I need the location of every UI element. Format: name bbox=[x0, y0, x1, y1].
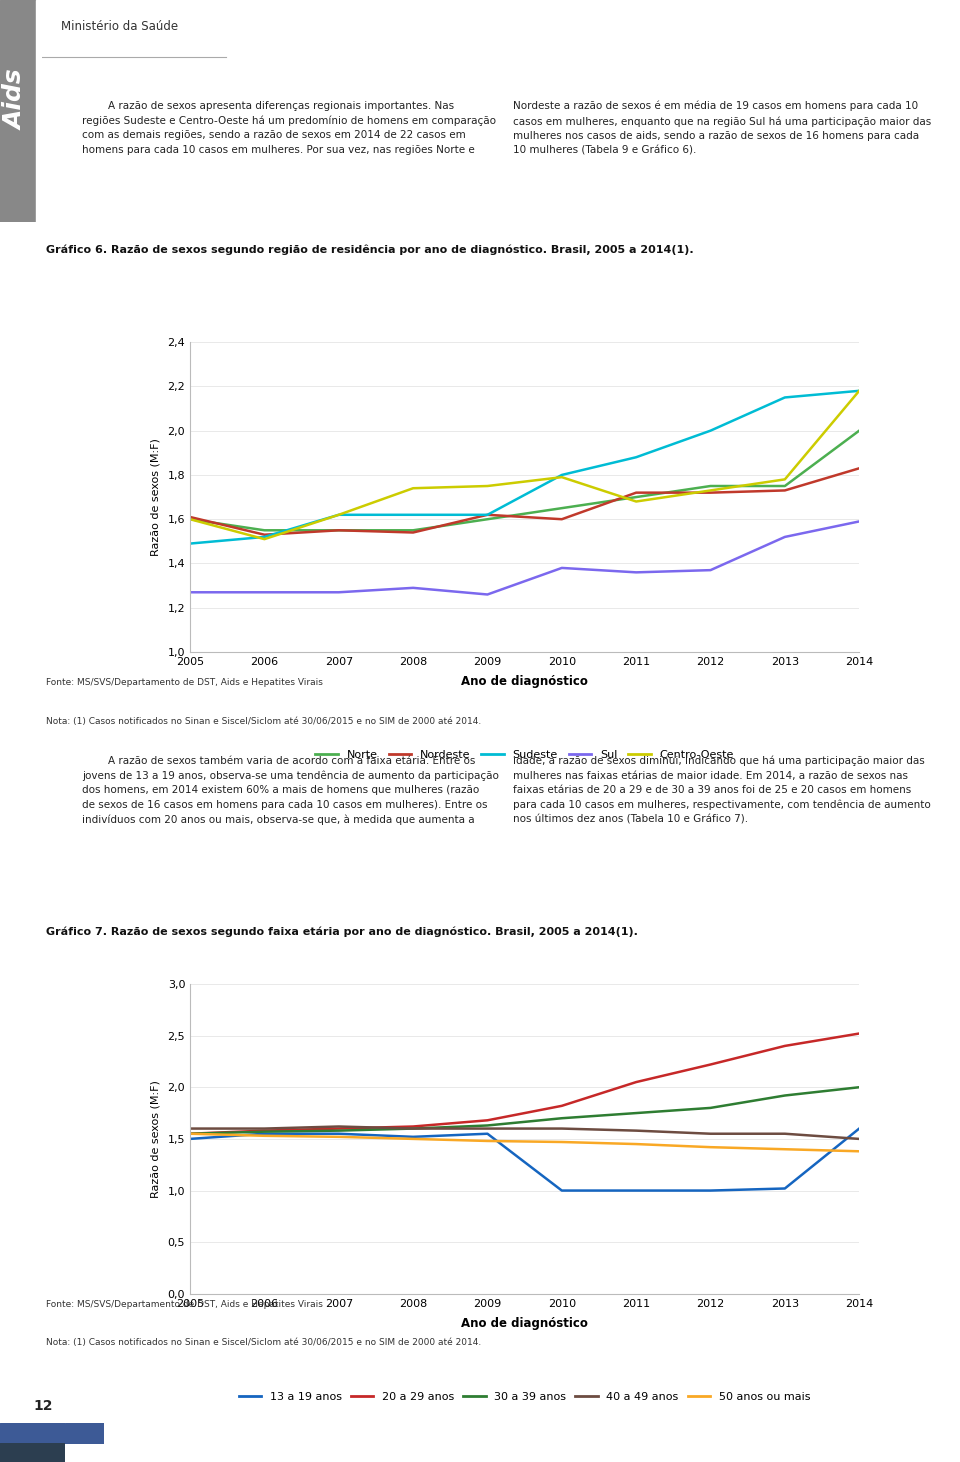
Text: Gráfico 7. Razão de sexos segundo faixa etária por ano de diagnóstico. Brasil, 2: Gráfico 7. Razão de sexos segundo faixa … bbox=[46, 927, 638, 937]
Text: A razão de sexos apresenta diferenças regionais importantes. Nas
regiões Sudeste: A razão de sexos apresenta diferenças re… bbox=[83, 101, 496, 155]
X-axis label: Ano de diagnóstico: Ano de diagnóstico bbox=[461, 1317, 588, 1330]
Text: idade, a razão de sexos diminui, indicando que há uma participação maior das
mul: idade, a razão de sexos diminui, indican… bbox=[513, 756, 930, 825]
Y-axis label: Razão de sexos (M:F): Razão de sexos (M:F) bbox=[151, 439, 160, 556]
Text: Nordeste a razão de sexos é em média de 19 casos em homens para cada 10
casos em: Nordeste a razão de sexos é em média de … bbox=[513, 101, 931, 155]
Text: Ministério da Saúde: Ministério da Saúde bbox=[60, 20, 178, 34]
Text: Gráfico 6. Razão de sexos segundo região de residência por ano de diagnóstico. B: Gráfico 6. Razão de sexos segundo região… bbox=[46, 244, 694, 254]
Text: Fonte: MS/SVS/Departamento de DST, Aids e Hepatites Virais: Fonte: MS/SVS/Departamento de DST, Aids … bbox=[46, 678, 323, 687]
Text: Fonte: MS/SVS/Departamento de DST, Aids e Hepatites Virais: Fonte: MS/SVS/Departamento de DST, Aids … bbox=[46, 1300, 323, 1308]
Text: Nota: (1) Casos notificados no Sinan e Siscel/Siclom até 30/06/2015 e no SIM de : Nota: (1) Casos notificados no Sinan e S… bbox=[46, 1338, 481, 1348]
Bar bbox=[36, 0, 42, 222]
Text: 12: 12 bbox=[34, 1399, 53, 1412]
X-axis label: Ano de diagnóstico: Ano de diagnóstico bbox=[461, 675, 588, 689]
Text: Nota: (1) Casos notificados no Sinan e Siscel/Siclom até 30/06/2015 e no SIM de : Nota: (1) Casos notificados no Sinan e S… bbox=[46, 716, 481, 727]
Legend: Norte, Nordeste, Sudeste, Sul, Centro-Oeste: Norte, Nordeste, Sudeste, Sul, Centro-Oe… bbox=[311, 746, 738, 765]
Y-axis label: Razão de sexos (M:F): Razão de sexos (M:F) bbox=[151, 1080, 160, 1197]
Text: A razão de sexos também varia de acordo com a faixa etária. Entre os
jovens de 1: A razão de sexos também varia de acordo … bbox=[83, 756, 499, 825]
Text: Aids: Aids bbox=[4, 70, 28, 130]
Legend: 13 a 19 anos, 20 a 29 anos, 30 a 39 anos, 40 a 49 anos, 50 anos ou mais: 13 a 19 anos, 20 a 29 anos, 30 a 39 anos… bbox=[234, 1387, 815, 1406]
